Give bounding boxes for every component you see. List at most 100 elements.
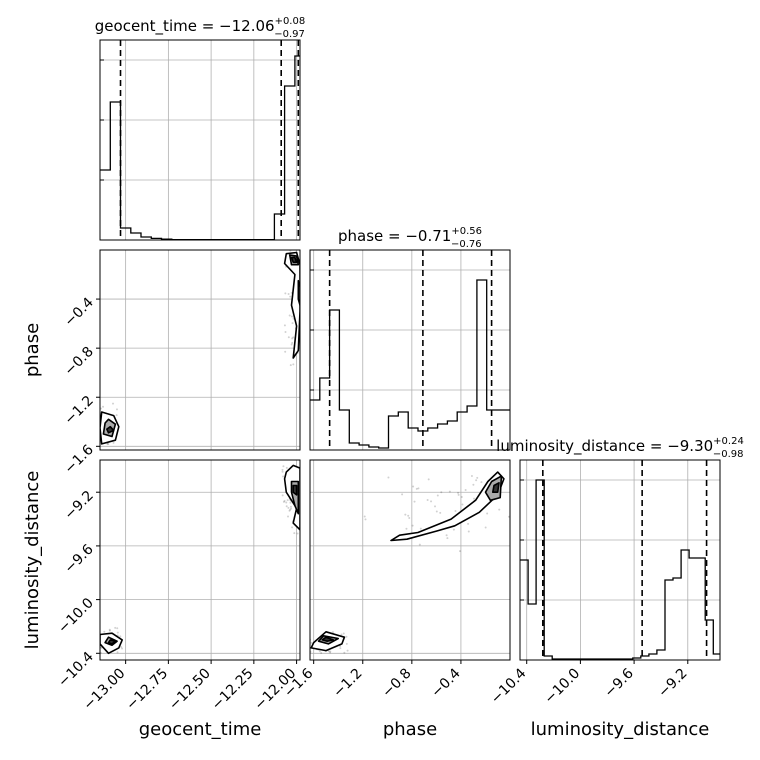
- sample-dot: [387, 476, 390, 479]
- sample-dot: [288, 314, 291, 317]
- sample-dot: [427, 478, 430, 481]
- joint-panel-phase-luminosity_distance: [309, 459, 518, 661]
- joint-content: [93, 464, 304, 655]
- sample-dot: [284, 292, 287, 295]
- sample-dot: [282, 500, 285, 503]
- sample-dot: [475, 479, 478, 482]
- sample-dot: [498, 508, 501, 511]
- sample-dot: [96, 638, 98, 640]
- sample-dot: [108, 629, 111, 632]
- sample-dot: [346, 649, 349, 652]
- sample-dot: [282, 465, 285, 468]
- contour-outer: [390, 471, 505, 542]
- sample-dot: [290, 343, 293, 346]
- sample-dot: [405, 527, 408, 530]
- panel-frame: [99, 39, 301, 241]
- sample-dot: [293, 532, 296, 535]
- sample-dot: [408, 516, 411, 519]
- sample-dot: [415, 487, 418, 490]
- x-axis-label-phase: phase: [383, 719, 437, 740]
- sample-dot: [486, 512, 489, 515]
- sample-dot: [345, 635, 348, 638]
- y-tick-label-phase: −0.8: [61, 344, 96, 379]
- sample-dot: [364, 518, 367, 521]
- contour-inner: [107, 639, 117, 645]
- sample-dot: [516, 524, 518, 526]
- sample-dot: [340, 633, 343, 636]
- x-tick-label-luminosity_distance: −10.4: [488, 665, 530, 707]
- sample-dot: [512, 520, 514, 522]
- contour-inner: [492, 482, 500, 493]
- title-upper-error: +0.08: [275, 16, 306, 27]
- y-tick-label-phase: −1.6: [61, 442, 96, 477]
- contour-inner: [292, 484, 298, 496]
- sample-dot: [281, 470, 284, 473]
- sample-dot: [93, 632, 95, 634]
- sample-dot: [116, 627, 119, 630]
- sample-dot: [457, 491, 460, 494]
- sample-dot: [363, 515, 366, 518]
- sample-dot: [401, 493, 404, 496]
- sample-dot: [411, 524, 414, 527]
- sample-dot: [289, 508, 292, 511]
- sample-dot: [454, 510, 457, 513]
- sample-dot: [304, 332, 306, 334]
- y-tick-label-luminosity_distance: −10.0: [55, 595, 97, 637]
- sample-dot: [310, 641, 313, 644]
- panel-frame: [309, 249, 511, 451]
- sample-dot: [457, 493, 460, 496]
- sample-dot: [439, 511, 442, 514]
- sample-dot: [295, 242, 297, 244]
- sample-dot: [329, 651, 332, 654]
- sample-dot: [320, 651, 323, 654]
- y-tick-label-luminosity_distance: −9.6: [61, 541, 96, 576]
- sample-dot: [472, 483, 475, 486]
- sample-dot: [285, 466, 288, 469]
- sample-dot: [115, 408, 118, 411]
- sample-dot: [470, 474, 473, 477]
- x-tick-label-geocent_time: −12.25: [209, 666, 257, 714]
- joint-panel-geocent_time-phase: [94, 235, 306, 451]
- x-tick-label-geocent_time: −12.75: [123, 666, 171, 714]
- x-tick-label-luminosity_distance: −9.6: [602, 665, 637, 700]
- sample-dot: [282, 475, 285, 478]
- sample-dot: [426, 498, 429, 501]
- panel-frame: [309, 459, 511, 661]
- sample-dot: [318, 650, 321, 653]
- sample-dot: [289, 505, 292, 508]
- sample-dot: [95, 649, 97, 651]
- x-tick-label-geocent_time: −13.00: [81, 666, 129, 714]
- title-geocent_time: geocent_time = −12.06+0.08 −0.97: [95, 16, 305, 40]
- sample-dot: [96, 640, 98, 642]
- x-tick-label-luminosity_distance: −9.2: [655, 666, 690, 701]
- y-tick-label-phase: −0.4: [61, 295, 96, 330]
- sample-dot: [329, 650, 332, 653]
- sample-dot: [418, 543, 421, 546]
- title-phase: phase = −0.71+0.56 −0.76: [338, 226, 482, 250]
- sample-dot: [345, 642, 348, 645]
- sample-dot: [281, 494, 284, 497]
- sample-dot: [452, 528, 455, 531]
- sample-dot: [342, 632, 345, 635]
- sample-dot: [302, 491, 304, 493]
- sample-dot: [291, 337, 294, 340]
- sample-dot: [116, 631, 119, 634]
- sample-dot: [106, 443, 109, 446]
- title-value: luminosity_distance = −9.30: [496, 437, 713, 456]
- sample-dot: [97, 422, 99, 424]
- x-tick-label-phase: −1.2: [330, 666, 365, 701]
- sample-dot: [292, 336, 295, 339]
- sample-dot: [343, 651, 346, 654]
- sample-dot: [119, 635, 122, 638]
- x-tick-label-geocent_time: −12.50: [166, 666, 214, 714]
- sample-dot: [459, 550, 462, 553]
- sample-dot: [291, 526, 294, 529]
- histogram-step-phase: [310, 279, 510, 449]
- sample-dot: [417, 487, 420, 490]
- panel-frame: [519, 459, 721, 661]
- sample-dot: [94, 438, 96, 440]
- sample-dot: [302, 503, 304, 505]
- sample-dot: [286, 499, 289, 502]
- sample-dot: [289, 235, 291, 237]
